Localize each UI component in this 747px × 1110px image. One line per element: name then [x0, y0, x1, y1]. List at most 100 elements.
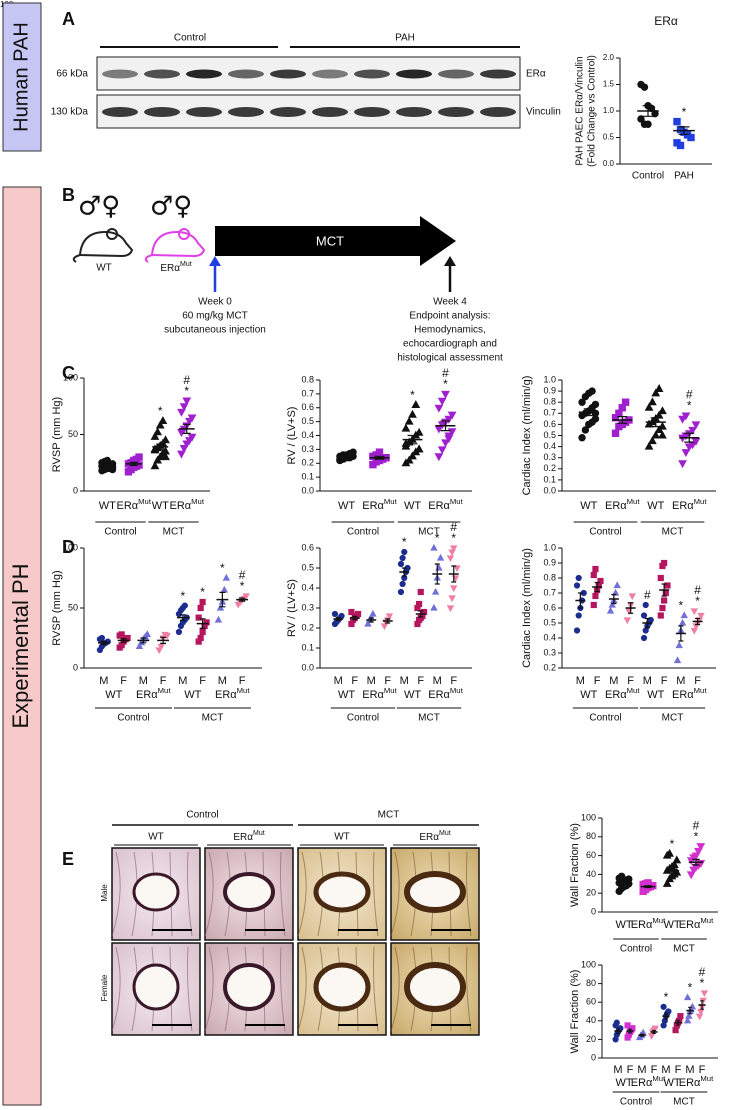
- tissue: [297, 851, 307, 937]
- chart: 0.00.10.20.30.40.50.6RV / (LV+S)* * *#M F M F…: [286, 520, 472, 724]
- error-bar: [129, 461, 138, 466]
- strain-label-sup: Mut: [180, 261, 192, 268]
- error-bar: [664, 1012, 668, 1020]
- x-tick-label: Control: [347, 527, 379, 538]
- band: [480, 107, 516, 117]
- y-tick-label: 0.4: [301, 430, 314, 440]
- blot-protein: ERα: [526, 69, 546, 80]
- histo-genotype: ERαMut: [233, 830, 264, 842]
- x-tick-label-sup: Mut: [237, 686, 251, 695]
- x-tick-label-text: ERα: [362, 689, 384, 701]
- x-tick-label: WT: [647, 500, 664, 512]
- band: [102, 107, 138, 117]
- point: [150, 461, 160, 470]
- chart: 0.00.10.20.30.40.50.60.70.8 0.91.0 Cardiac…: [521, 374, 716, 538]
- error-bar: [684, 432, 695, 443]
- x-tick-label: ERαMut: [170, 497, 205, 512]
- point: [664, 582, 671, 589]
- error-bar: [652, 1029, 656, 1035]
- significance: #: [239, 568, 246, 582]
- x-tick-label: M: [367, 675, 376, 687]
- point: [621, 398, 630, 406]
- significance: *: [694, 829, 699, 843]
- point: [681, 449, 691, 458]
- point: [642, 601, 649, 609]
- point: [673, 117, 681, 126]
- point: [177, 408, 186, 417]
- point: [441, 390, 450, 399]
- significance: *: [451, 531, 456, 545]
- x-tick-label-sup: Mut: [450, 497, 464, 506]
- x-tick-label: ERαMut: [605, 497, 640, 512]
- x-tick-label-text: ERα: [605, 500, 627, 512]
- point: [617, 872, 626, 880]
- y-tick-label: 0.7: [301, 388, 314, 398]
- bands: [102, 69, 516, 117]
- x-tick-label: WT: [99, 500, 116, 512]
- point: [678, 618, 687, 626]
- significance: *: [700, 976, 705, 990]
- x-tick-label: ERαMut: [672, 686, 707, 701]
- point: [187, 433, 197, 442]
- y-tick-label: 0.2: [301, 622, 314, 632]
- x-tick-label: M: [433, 675, 442, 687]
- point: [150, 431, 160, 440]
- point: [657, 612, 664, 619]
- x-tick-label: MCT: [202, 713, 224, 724]
- x-tick-label: WT: [338, 689, 355, 701]
- point: [694, 847, 703, 856]
- error-bar: [644, 617, 650, 629]
- error-bar: [577, 592, 583, 609]
- point: [397, 588, 405, 596]
- point: [597, 577, 604, 585]
- y-tick-label: 50: [68, 429, 78, 439]
- tissue: [466, 946, 472, 1032]
- point: [644, 441, 654, 450]
- significance: *: [184, 384, 189, 398]
- significance: *: [200, 585, 205, 599]
- tissue: [373, 946, 379, 1032]
- band: [228, 107, 264, 117]
- vessel: [223, 963, 275, 1011]
- chart: 0.2 0.3 0.4 0.5 0.6 0.7 0.8 0.9 1.0 Cardiac Index…: [521, 542, 716, 724]
- vessel: [132, 872, 180, 912]
- x-tick-label: ERαMut: [631, 916, 666, 931]
- y-tick-label: 60: [586, 997, 596, 1007]
- point: [157, 643, 165, 651]
- x-tick-label: Control: [347, 713, 379, 724]
- side-label: Human PAH: [10, 22, 32, 132]
- point: [690, 608, 698, 616]
- point: [644, 402, 654, 411]
- error-bar: [620, 881, 628, 885]
- point: [411, 400, 421, 409]
- x-tick-label: F: [384, 675, 391, 687]
- x-tick-label-sup: Mut: [694, 686, 708, 695]
- y-axis-label: Wall Fraction (%): [569, 970, 581, 1054]
- band: [438, 107, 474, 117]
- point: [331, 610, 339, 618]
- x-tick-label: WT: [338, 500, 355, 512]
- point: [697, 612, 705, 620]
- point: [414, 427, 424, 436]
- x-tick-label: WT: [404, 689, 421, 701]
- x-tick-label: WT: [580, 689, 597, 701]
- x-tick-label: ERαMut: [679, 1074, 714, 1089]
- point: [665, 848, 674, 857]
- band: [312, 107, 348, 117]
- error-bar: [440, 420, 451, 432]
- x-tick-label-text: ERα: [679, 919, 701, 931]
- tissue: [466, 851, 472, 937]
- point: [103, 456, 111, 465]
- x-tick-label-text: ERα: [117, 500, 139, 512]
- mouse-icon: [144, 228, 206, 263]
- point: [399, 580, 406, 588]
- y-tick-label: 2.0: [603, 53, 615, 62]
- strain-label: WT: [96, 263, 112, 274]
- y-tick-label: 0.6: [543, 602, 556, 612]
- tissue: [390, 851, 400, 937]
- error-bar: [434, 563, 440, 585]
- point: [399, 554, 406, 562]
- strain-label: ERαMut: [160, 261, 191, 273]
- x-tick-label: WT: [580, 500, 597, 512]
- x-tick-label-sup: Mut: [694, 497, 708, 506]
